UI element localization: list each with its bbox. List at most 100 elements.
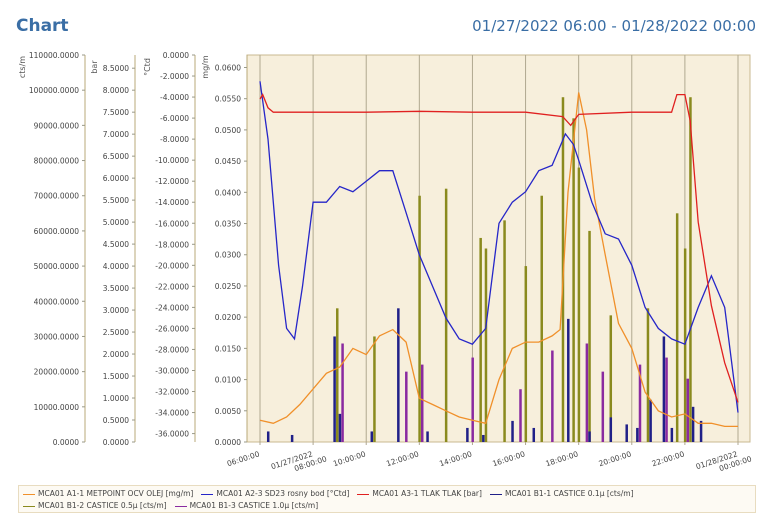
spike-4 <box>683 248 687 442</box>
y-tick-label: 0.0550 <box>215 95 241 104</box>
spike-5 <box>585 343 589 442</box>
legend-swatch <box>23 505 35 507</box>
series-line-0 <box>259 92 738 428</box>
y-tick-label: 20000.0000 <box>34 368 80 377</box>
spike-4 <box>336 308 339 442</box>
spike-5 <box>405 371 408 442</box>
spike-3 <box>338 413 342 442</box>
x-tick-label: 10:00:00 <box>332 449 367 468</box>
y-tick-label: 3.0000 <box>103 306 129 315</box>
y-tick-label: 90000.0000 <box>34 121 80 130</box>
legend-swatch <box>174 505 187 507</box>
y-tick-label: 10000.0000 <box>34 403 80 412</box>
spike-4 <box>484 248 488 442</box>
y-tick-label: 0.0050 <box>215 407 241 416</box>
spike-3 <box>397 308 400 442</box>
x-tick-label: 14:00:00 <box>438 449 473 468</box>
y-tick-label: 4.5000 <box>103 240 129 249</box>
spike-4 <box>418 195 421 442</box>
y-tick-label: -8.0000 <box>160 135 189 144</box>
legend-label: MCA01 B1-3 CASTICE 1.0µ [cts/m] <box>189 501 319 510</box>
y-tick-label: 30000.0000 <box>34 332 80 341</box>
legend-item[interactable]: MCA01 A3-1 TLAK TLAK [bar] <box>357 488 482 500</box>
spike-3 <box>636 427 639 442</box>
legend-item[interactable]: MCA01 A2-3 SD23 rosny bod [°Ctd] <box>201 488 349 500</box>
spike-3 <box>609 417 613 442</box>
legend-label: MCA01 A2-3 SD23 rosny bod [°Ctd] <box>216 489 350 498</box>
spike-3 <box>511 420 514 442</box>
legend-item[interactable]: MCA01 B1-1 CASTICE 0.1µ [cts/m] <box>489 488 634 500</box>
spike-3 <box>567 318 570 442</box>
y-tick-label: 7.5000 <box>103 108 129 117</box>
chart-title: Chart <box>16 16 69 36</box>
y-tick-label: 0.0450 <box>215 157 241 166</box>
spike-4 <box>609 315 613 442</box>
spike-3 <box>333 336 336 442</box>
y-tick-label: -4.0000 <box>160 93 189 102</box>
y-tick-label: 2.5000 <box>103 328 129 337</box>
spike-4 <box>479 237 482 442</box>
y-tick-label: 0.0150 <box>215 344 241 353</box>
x-tick-label: 16:00:00 <box>491 449 526 468</box>
spike-5 <box>638 364 642 442</box>
y-tick-label: 0.0000 <box>103 438 129 447</box>
y-tick-label: 0.0500 <box>215 126 241 135</box>
spike-3 <box>691 406 695 442</box>
y-tick-label: -10.0000 <box>155 156 189 165</box>
y-tick-label: 60000.0000 <box>34 227 80 236</box>
spike-5 <box>519 389 522 442</box>
spike-3 <box>426 431 429 442</box>
legend-swatch <box>201 493 214 495</box>
y-tick-label: -28.0000 <box>155 345 189 354</box>
spike-3 <box>290 434 294 442</box>
x-tick-label: 20:00:00 <box>598 449 633 468</box>
spike-5 <box>686 378 690 442</box>
legend-item[interactable]: MCA01 A1-1 METPOINT OCV OLEJ [mg/m] <box>23 488 193 500</box>
date-range[interactable]: 01/27/2022 06:00 - 01/28/2022 00:00 <box>472 17 756 35</box>
spike-4 <box>373 336 376 442</box>
y-tick-label: -20.0000 <box>155 261 189 270</box>
y-tick-label: 2.0000 <box>103 350 129 359</box>
legend-label: MCA01 A1-1 METPOINT OCV OLEJ [mg/m] <box>38 489 194 498</box>
y-tick-label: -6.0000 <box>160 114 189 123</box>
spike-4 <box>572 118 575 442</box>
legend-item[interactable]: MCA01 B1-3 CASTICE 1.0µ [cts/m] <box>174 500 319 512</box>
y-tick-label: 0.0600 <box>215 63 241 72</box>
spike-3 <box>670 427 674 442</box>
spike-3 <box>482 434 485 442</box>
y-tick-label: 110000.0000 <box>29 51 79 60</box>
y-tick-label: 0.0250 <box>215 282 241 291</box>
spike-5 <box>420 364 424 442</box>
x-tick-label: 12:00:00 <box>385 449 420 468</box>
spike-5 <box>471 357 474 442</box>
y-tick-label: -18.0000 <box>155 240 189 249</box>
legend-swatch <box>357 493 370 495</box>
spike-4 <box>503 220 506 442</box>
y-tick-label: 0.0350 <box>215 220 241 229</box>
legend-label: MCA01 A3-1 TLAK TLAK [bar] <box>372 489 482 498</box>
y-tick-label: -2.0000 <box>160 72 189 81</box>
y-tick-label: 1.5000 <box>103 372 129 381</box>
axis-unit-bar: bar <box>90 60 99 74</box>
spike-4 <box>524 266 528 442</box>
y-tick-label: -32.0000 <box>155 388 189 397</box>
spike-5 <box>341 343 344 442</box>
y-tick-label: 1.0000 <box>103 394 129 403</box>
spike-5 <box>665 357 668 442</box>
chart: cts/m 0.0000 10000.0000 20000.0000 30000.000… <box>18 51 753 473</box>
legend-label: MCA01 B1-1 CASTICE 0.1µ [cts/m] <box>504 489 634 498</box>
legend-item[interactable]: MCA01 B1-2 CASTICE 0.5µ [cts/m] <box>23 500 167 512</box>
series-line-2 <box>259 93 739 403</box>
spike-4 <box>540 195 543 442</box>
y-tick-label: 6.0000 <box>103 174 129 183</box>
y-tick-label: 50000.0000 <box>34 262 80 271</box>
spike-5 <box>601 371 605 442</box>
y-tick-label: -26.0000 <box>155 324 189 333</box>
y-tick-label: -34.0000 <box>155 409 189 418</box>
spike-3 <box>588 431 591 442</box>
spike-3 <box>266 431 270 442</box>
y-tick-label: 0.0000 <box>215 438 241 447</box>
spike-4 <box>646 308 650 442</box>
x-tick-label: 18:00:00 <box>544 449 579 468</box>
y-tick-label: 0.0000 <box>163 51 189 60</box>
